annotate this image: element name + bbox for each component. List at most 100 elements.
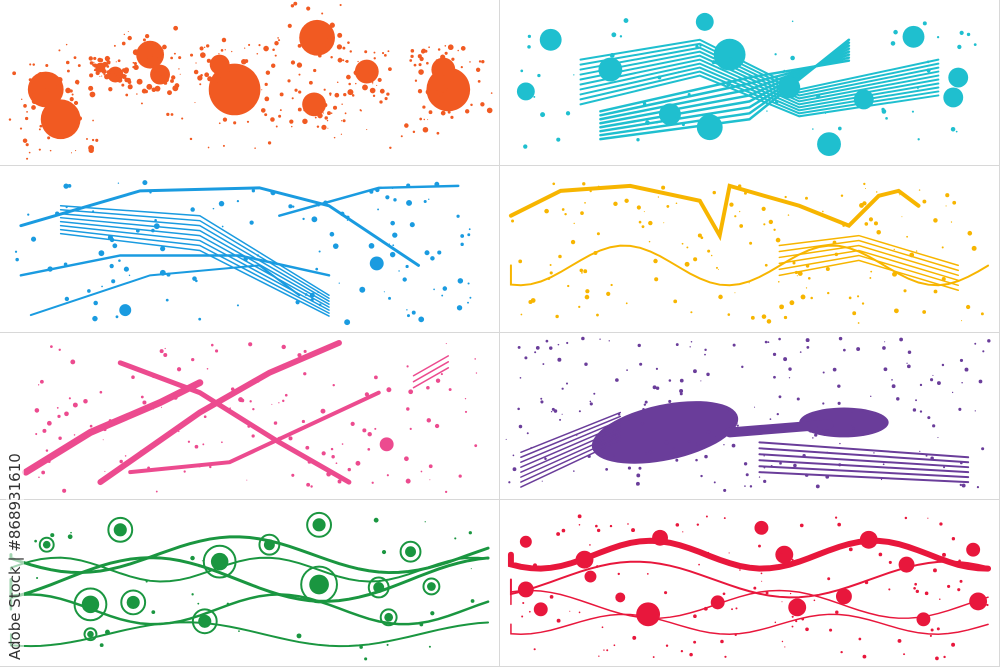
paint-dot (540, 397, 543, 400)
paint-dot (914, 582, 917, 586)
paint-dot (301, 419, 305, 424)
paint-dot (712, 598, 717, 603)
paint-dot (426, 418, 431, 423)
paint-dot (783, 315, 788, 320)
paint-dot (259, 447, 261, 450)
paint-dot (899, 337, 903, 342)
paint-dot (676, 542, 678, 544)
paint-dot (222, 117, 228, 122)
paint-dot (418, 69, 424, 75)
paint-dot (191, 593, 194, 596)
paint-dot (636, 473, 641, 478)
paint-dot (526, 432, 529, 435)
paint-dot (249, 220, 254, 225)
paint-dot (251, 434, 255, 438)
paint-dot (774, 53, 777, 56)
paint-dot (226, 602, 230, 606)
paint-dot (610, 283, 613, 287)
paint-dot (566, 341, 569, 345)
paint-dot (913, 586, 916, 590)
paint-dot (987, 339, 991, 343)
paint-dot (230, 387, 235, 391)
paint-dot (422, 126, 429, 133)
paint-dot (770, 465, 773, 468)
paint-dot (337, 479, 342, 484)
paint-dot (411, 310, 416, 315)
paint-dot (36, 576, 39, 580)
paint-dot (664, 591, 668, 595)
paint-dot (374, 66, 378, 70)
paint-dot (124, 455, 127, 457)
paint-dot (437, 250, 442, 255)
spiral-core (113, 523, 127, 537)
paint-dot (468, 228, 471, 231)
paint-stroke (117, 360, 352, 485)
paint-dot (593, 251, 598, 255)
paint-dot (264, 96, 270, 102)
paint-dot (631, 528, 635, 533)
paint-dot (199, 83, 202, 86)
paint-dot (823, 433, 826, 436)
paint-dot (717, 268, 719, 270)
paint-dot (965, 304, 971, 310)
paint-dot (112, 73, 117, 78)
paint-dot (523, 144, 528, 149)
paint-dot (926, 60, 930, 64)
paint-stroke (19, 254, 331, 277)
paint-dot (31, 105, 36, 110)
paint-dot (410, 49, 415, 53)
spiral-core (210, 552, 229, 571)
paint-dot (102, 68, 106, 72)
paint-dot (385, 195, 390, 200)
paint-dot (36, 94, 41, 99)
paint-dot (791, 615, 794, 618)
paint-dot (638, 220, 642, 224)
paint-dot (558, 254, 562, 259)
paint-dot (159, 349, 164, 354)
paint-dot (695, 12, 714, 31)
paint-dot (334, 92, 340, 98)
paint-dot (47, 266, 53, 272)
paint-dot (775, 237, 781, 243)
paint-dot (715, 266, 718, 269)
paint-dot (339, 3, 342, 7)
paint-dot (181, 117, 184, 120)
paint-dot (248, 43, 251, 47)
paint-dot (880, 478, 883, 481)
paint-dot (206, 368, 209, 370)
paint-dot (386, 92, 390, 96)
paint-dot (837, 401, 841, 405)
paint-dot (700, 380, 702, 382)
paint-dot (549, 264, 552, 267)
paint-dot (578, 410, 581, 413)
paint-dot (469, 296, 472, 299)
paint-dot (318, 105, 322, 110)
paint-dot (274, 41, 279, 46)
paint-dot (153, 223, 160, 230)
paint-dot (353, 70, 359, 76)
paint-dot (458, 474, 462, 478)
paint-dot (626, 369, 628, 372)
paint-dot (364, 50, 368, 54)
paint-dot (321, 451, 326, 456)
paint-dot (764, 263, 768, 267)
paint-dot (680, 649, 684, 653)
paint-dot (93, 56, 97, 61)
paint-dot (727, 313, 731, 316)
paint-dot (917, 87, 919, 90)
paint-dot (106, 65, 110, 68)
paint-dot (398, 270, 400, 272)
pink-strokes-art (22, 339, 478, 494)
paint-dot (948, 67, 969, 88)
paint-dot (601, 626, 604, 629)
paint-dot (919, 450, 921, 452)
paint-dot (216, 74, 221, 80)
paint-dot (704, 454, 708, 459)
paint-dot (109, 263, 114, 269)
paint-dot (573, 74, 575, 76)
paint-dot (636, 205, 641, 210)
paint-dot (800, 294, 806, 300)
paint-dot (839, 442, 841, 445)
paint-dot (952, 200, 957, 205)
paint-dot (119, 304, 132, 317)
